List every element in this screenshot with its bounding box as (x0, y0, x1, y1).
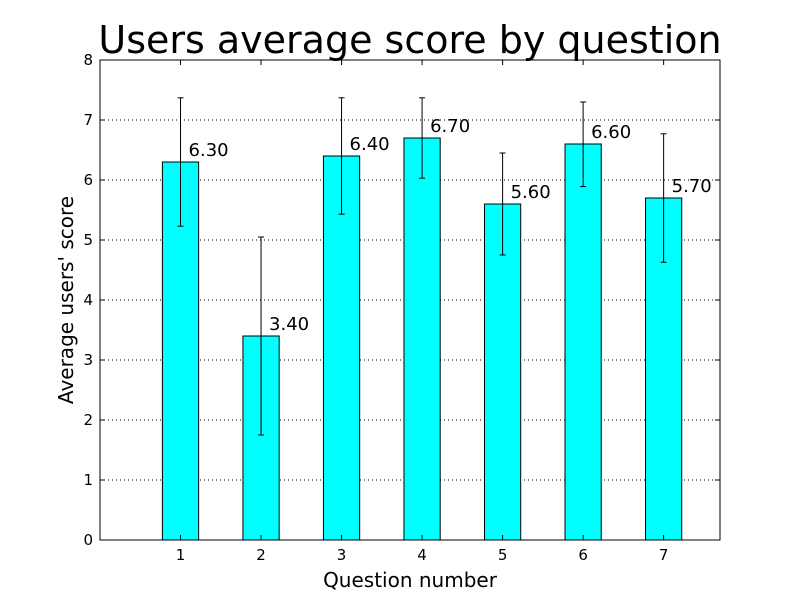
y-axis-label: Average users' score (54, 196, 78, 404)
y-tick-label: 4 (83, 291, 93, 309)
gridlines (100, 119, 720, 481)
data-label: 6.70 (430, 116, 470, 137)
data-label: 6.30 (189, 140, 229, 161)
y-tick-label: 7 (83, 111, 93, 129)
data-label: 5.70 (672, 176, 712, 197)
axis-ticks: 0 1 2 3 4 5 6 7 8 1 2 3 4 5 6 7 (83, 51, 720, 564)
bar-3 (322, 155, 361, 541)
data-labels: 6.30 3.40 6.40 6.70 5.60 6.60 5.70 (189, 116, 712, 335)
x-tick-label: 5 (498, 546, 508, 564)
bar-5 (483, 203, 522, 541)
y-tick-label: 0 (83, 531, 93, 549)
y-tick-label: 6 (83, 171, 93, 189)
bar-4 (403, 137, 441, 541)
x-tick-label: 7 (659, 546, 669, 564)
y-tick-label: 5 (83, 231, 93, 249)
y-tick-label: 2 (83, 411, 93, 429)
x-tick-label: 4 (417, 546, 427, 564)
x-tick-label: 6 (578, 546, 588, 564)
bar-6 (564, 143, 602, 541)
data-label: 6.40 (350, 134, 390, 155)
error-bars (177, 97, 667, 436)
x-tick-label: 1 (176, 546, 186, 564)
chart-title: Users average score by question (98, 18, 721, 62)
x-tick-label: 2 (256, 546, 266, 564)
y-tick-label: 1 (83, 471, 93, 489)
y-tick-label: 8 (83, 51, 93, 69)
bars (161, 137, 683, 541)
data-label: 3.40 (269, 314, 309, 335)
y-tick-label: 3 (83, 351, 93, 369)
x-tick-label: 3 (337, 546, 347, 564)
data-label: 6.60 (591, 122, 631, 143)
data-label: 5.60 (511, 182, 551, 203)
x-axis-label: Question number (323, 568, 498, 592)
